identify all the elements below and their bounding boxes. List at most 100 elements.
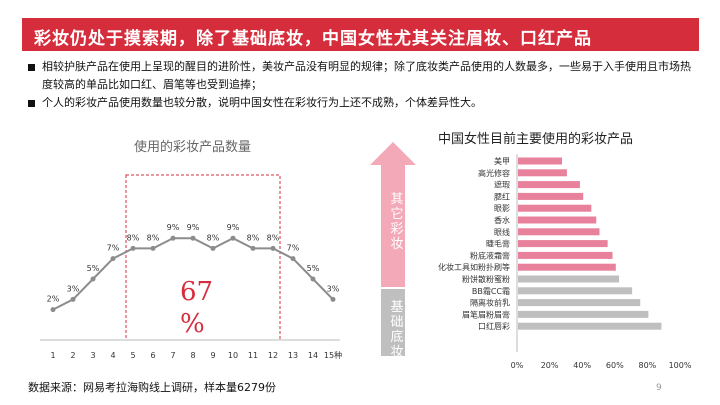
data-source: 数据来源：网易考拉海购线上调研，样本量6279份 bbox=[28, 381, 276, 394]
bar-category-label: 美甲 bbox=[494, 156, 510, 166]
line-point bbox=[290, 256, 296, 262]
highlight-percent-number: 67 bbox=[180, 277, 214, 307]
line-data-label: 8% bbox=[207, 233, 220, 242]
line-point bbox=[130, 245, 136, 251]
bullet-item: 个人的彩妆产品使用数量也较分散，说明中国女性在彩妆行为上还不成熟，个体差异性大。 bbox=[28, 94, 698, 112]
line-point bbox=[170, 235, 176, 241]
line-chart-title: 使用的彩妆产品数量 bbox=[134, 140, 252, 155]
bar bbox=[518, 228, 600, 236]
line-data-label: 5% bbox=[87, 264, 100, 273]
x-tick-label: 2 bbox=[70, 351, 75, 360]
bar-category-label: 高光修容 bbox=[478, 168, 510, 178]
bar bbox=[518, 192, 584, 200]
bar-category-label: 粉饼散粉蜜粉 bbox=[462, 274, 510, 284]
bar bbox=[518, 216, 597, 224]
highlight-percent-sign: % bbox=[180, 309, 205, 339]
square-bullet-icon bbox=[28, 100, 35, 107]
bar-x-tick-label: 0% bbox=[511, 361, 524, 370]
bar-category-label: 睫毛膏 bbox=[486, 239, 510, 249]
bar bbox=[518, 240, 608, 248]
bar-category-label: BB霜CC霜 bbox=[472, 287, 510, 296]
arrow-label-base: 基础底妆 bbox=[390, 300, 404, 360]
bar-category-label: 眼线 bbox=[494, 227, 510, 237]
x-tick-label: 9 bbox=[210, 351, 215, 360]
bar-category-label: 隔离妆前乳 bbox=[470, 298, 510, 308]
line-data-label: 9% bbox=[187, 223, 200, 232]
title-bar: 彩妆仍处于摸索期，除了基础底妆，中国女性尤其关注眉妆、口红产品 bbox=[22, 18, 699, 51]
bar bbox=[518, 322, 662, 330]
square-bullet-icon bbox=[28, 64, 35, 71]
arrow-bottom-shape bbox=[381, 289, 405, 356]
line-point bbox=[90, 276, 96, 282]
line-point bbox=[190, 235, 196, 241]
x-tick-label: 15种 bbox=[324, 350, 342, 360]
line-point bbox=[150, 245, 156, 251]
bar bbox=[518, 275, 620, 283]
bar-x-tick-label: 40% bbox=[573, 361, 591, 370]
bar-category-label: 眉笔眉粉眉膏 bbox=[462, 309, 510, 319]
bar bbox=[518, 169, 567, 177]
page-title: 彩妆仍处于摸索期，除了基础底妆，中国女性尤其关注眉妆、口红产品 bbox=[34, 29, 592, 49]
bullet-item: 相较护肤产品在使用上呈现的醒目的进阶性，美妆产品没有明显的规律；除了底妆类产品使… bbox=[28, 58, 698, 94]
page-number: 9 bbox=[656, 383, 662, 393]
x-tick-label: 11 bbox=[248, 351, 258, 360]
line-data-label: 8% bbox=[267, 233, 280, 242]
bar bbox=[518, 310, 649, 318]
line-point bbox=[210, 245, 216, 251]
bullet-text: 个人的彩妆产品使用数量也较分散，说明中国女性在彩妆行为上还不成熟，个体差异性大。 bbox=[42, 96, 482, 109]
bar bbox=[518, 299, 641, 307]
bar-chart-title: 中国女性目前主要使用的彩妆产品 bbox=[438, 132, 634, 147]
bar-category-label: 眼影 bbox=[494, 203, 510, 213]
bar-category-label: 香水 bbox=[494, 215, 510, 225]
bar-category-label: 口红唇彩 bbox=[478, 321, 510, 331]
bar bbox=[518, 263, 616, 271]
line-point bbox=[270, 245, 276, 251]
bullet-list: 相较护肤产品在使用上呈现的醒目的进阶性，美妆产品没有明显的规律；除了底妆类产品使… bbox=[28, 58, 698, 112]
line-data-label: 7% bbox=[107, 244, 120, 253]
x-tick-label: 12 bbox=[268, 351, 278, 360]
x-tick-label: 8 bbox=[190, 351, 195, 360]
bar-x-tick-label: 80% bbox=[639, 361, 657, 370]
bullet-text: 相较护肤产品在使用上呈现的醒目的进阶性，美妆产品没有明显的规律；除了底妆类产品使… bbox=[42, 60, 691, 91]
line-point bbox=[250, 245, 256, 251]
arrow-label-other: 其它彩妆 bbox=[390, 192, 404, 252]
arrow-top-shape bbox=[370, 142, 416, 287]
bar bbox=[518, 204, 592, 212]
line-point bbox=[50, 307, 56, 313]
line-data-label: 9% bbox=[227, 223, 240, 232]
line-data-label: 7% bbox=[287, 244, 300, 253]
bar-category-label: 粉底液霜膏 bbox=[470, 250, 510, 260]
highlight-percent: 67 % bbox=[180, 276, 213, 340]
bar-category-label: 化妆工具如粉扑刷等 bbox=[438, 262, 510, 272]
x-tick-label: 4 bbox=[110, 351, 115, 360]
x-tick-label: 10 bbox=[228, 351, 238, 360]
x-tick-label: 1 bbox=[50, 351, 55, 360]
bar bbox=[518, 157, 563, 165]
line-point bbox=[110, 256, 116, 262]
bar-x-tick-label: 20% bbox=[541, 361, 559, 370]
x-tick-label: 3 bbox=[90, 351, 95, 360]
x-tick-label: 6 bbox=[150, 351, 155, 360]
line-data-label: 3% bbox=[327, 284, 340, 293]
bar bbox=[518, 287, 633, 295]
line-point bbox=[330, 296, 336, 302]
line-data-label: 8% bbox=[247, 233, 260, 242]
bar-category-label: 腮红 bbox=[494, 191, 510, 201]
line-point bbox=[230, 235, 236, 241]
x-tick-label: 14 bbox=[308, 351, 318, 360]
x-tick-label: 13 bbox=[288, 351, 298, 360]
line-data-label: 8% bbox=[147, 233, 160, 242]
line-data-label: 2% bbox=[47, 295, 60, 304]
line-point bbox=[70, 296, 76, 302]
bar-x-tick-label: 100% bbox=[669, 361, 692, 370]
line-data-label: 9% bbox=[167, 223, 180, 232]
line-data-label: 5% bbox=[307, 264, 320, 273]
bar bbox=[518, 181, 580, 189]
bar-category-label: 遮瑕 bbox=[494, 180, 510, 190]
bar-x-tick-label: 60% bbox=[606, 361, 624, 370]
line-data-label: 8% bbox=[127, 233, 140, 242]
bar bbox=[518, 251, 613, 259]
x-tick-label: 7 bbox=[170, 351, 175, 360]
line-data-label: 3% bbox=[67, 284, 80, 293]
